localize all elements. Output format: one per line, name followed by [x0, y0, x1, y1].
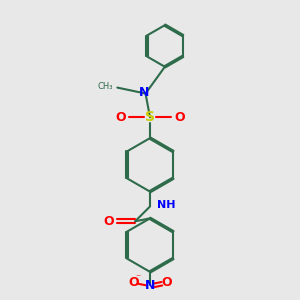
Text: O: O: [103, 215, 114, 228]
Text: O: O: [115, 111, 126, 124]
Text: CH₃: CH₃: [97, 82, 113, 91]
Text: ⁻: ⁻: [136, 273, 141, 283]
Text: O: O: [174, 111, 185, 124]
Text: O: O: [128, 276, 139, 289]
Text: N: N: [145, 279, 155, 292]
Text: O: O: [161, 276, 172, 289]
Text: NH: NH: [158, 200, 176, 210]
Text: N: N: [139, 85, 149, 98]
Text: S: S: [145, 110, 155, 124]
